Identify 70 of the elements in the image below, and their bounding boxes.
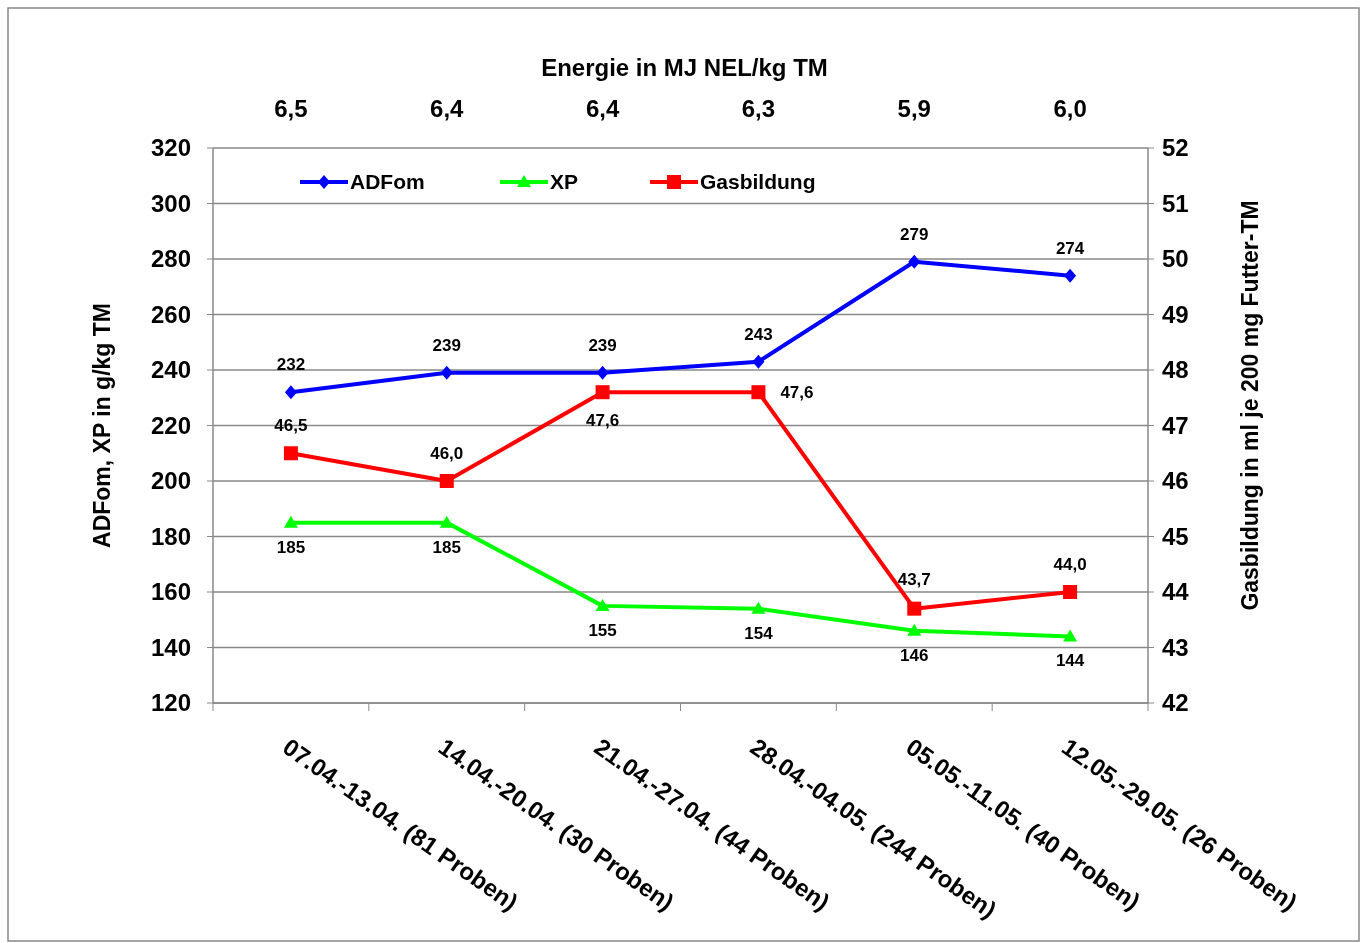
y2-tick-label: 46 <box>1162 467 1189 495</box>
point <box>596 365 609 380</box>
y-tick-label: 280 <box>150 245 191 273</box>
y-tick-label: 120 <box>150 689 191 717</box>
text: 6,3 <box>741 95 776 122</box>
point <box>595 385 610 400</box>
legend-label: Gasbildung <box>700 170 816 194</box>
y2-tick-label: 45 <box>1162 522 1189 550</box>
data-label: 46,5 <box>274 416 308 436</box>
data-label: 274 <box>1055 238 1085 258</box>
data-label: 239 <box>432 335 461 355</box>
text: 6,4 <box>430 95 465 122</box>
point <box>1063 585 1078 599</box>
y-axis-title: ADFom, XP in g/kg TM <box>89 303 115 548</box>
y2-tick-label: 43 <box>1162 633 1189 661</box>
point <box>1064 268 1077 283</box>
data-label: 185 <box>432 537 461 557</box>
y2-tick-label: 52 <box>1162 134 1189 162</box>
y-tick-label: 220 <box>150 411 191 439</box>
text: 6,4 <box>585 95 620 122</box>
data-label: 47,6 <box>780 383 814 403</box>
y-tick-label: 240 <box>150 356 191 384</box>
data-label: 43,7 <box>897 569 931 589</box>
data-label: 185 <box>276 537 306 557</box>
data-label: 279 <box>900 224 929 244</box>
y-tick-label: 160 <box>150 578 191 606</box>
y2-tick-label: 44 <box>1162 578 1190 606</box>
point <box>751 385 766 400</box>
legend-label: ADFom <box>350 170 425 194</box>
y2-tick-label: 50 <box>1162 245 1189 273</box>
text: 6,5 <box>274 95 308 122</box>
y-tick-label: 320 <box>150 134 191 162</box>
data-label: 46,0 <box>430 444 464 463</box>
y-tick-label: 180 <box>150 522 191 550</box>
point <box>751 601 766 614</box>
point <box>907 601 922 616</box>
y-tick-label: 200 <box>150 467 191 495</box>
y2-tick-label: 42 <box>1162 689 1189 717</box>
point <box>1063 629 1078 642</box>
y-tick-label: 300 <box>150 189 191 217</box>
data-label: 146 <box>900 645 929 665</box>
point <box>439 474 454 488</box>
data-label: 155 <box>588 620 617 640</box>
point <box>908 254 921 269</box>
point <box>284 385 297 400</box>
y2-tick-label: 51 <box>1162 189 1189 217</box>
data-label: 47,6 <box>586 411 620 431</box>
data-label: 239 <box>588 335 617 355</box>
legend-label: XP <box>550 170 579 194</box>
data-label: 232 <box>276 355 306 375</box>
text: 5,9 <box>897 95 931 122</box>
y2-tick-label: 48 <box>1162 356 1189 384</box>
y-tick-label: 260 <box>150 300 191 328</box>
text: 6,0 <box>1053 95 1087 122</box>
data-label: 144 <box>1055 651 1085 671</box>
data-label: 44,0 <box>1053 555 1087 574</box>
point <box>752 354 765 369</box>
y-tick-label: 140 <box>150 633 191 661</box>
point <box>439 515 454 528</box>
data-label: 154 <box>744 623 774 643</box>
point <box>440 365 453 380</box>
y2-axis-title: Gasbildung in ml je 200 mg Futter-TM <box>1237 200 1263 611</box>
data-label: 243 <box>744 324 773 344</box>
point <box>595 598 610 611</box>
point <box>283 515 298 528</box>
point <box>907 623 922 636</box>
y2-tick-label: 47 <box>1162 411 1189 439</box>
point <box>283 446 298 461</box>
y2-tick-label: 49 <box>1162 300 1189 328</box>
x2-axis-title: Energie in MJ NEL/kg TM <box>541 54 828 81</box>
